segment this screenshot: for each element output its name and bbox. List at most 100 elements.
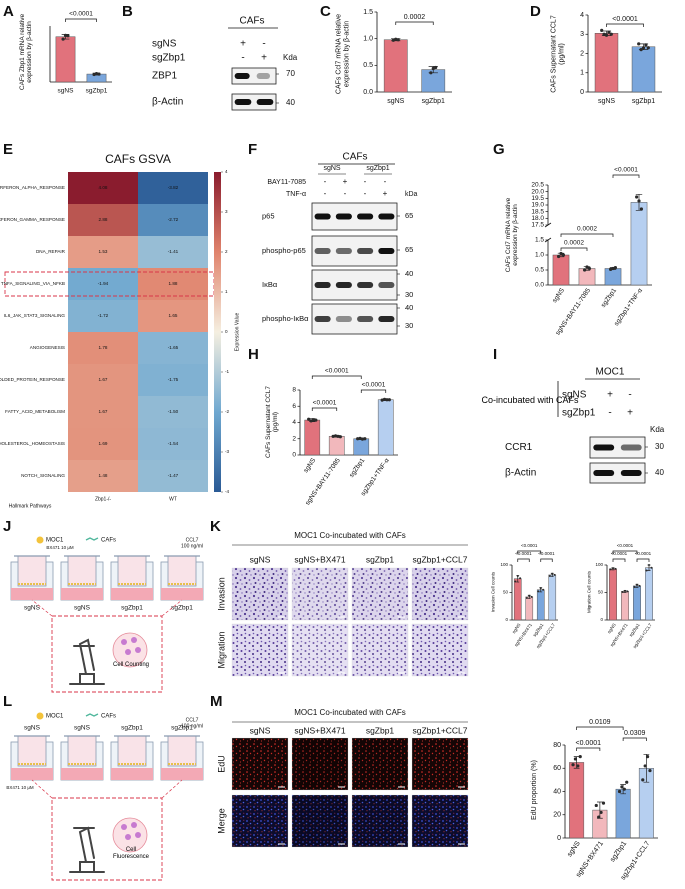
size-marker: 65 (405, 245, 413, 254)
p-value: 0.0002 (564, 240, 584, 247)
bar (55, 36, 76, 83)
size-marker: 65 (405, 211, 413, 220)
blot-band (620, 444, 642, 451)
blot-band (335, 316, 352, 322)
condition-sign: - (364, 177, 367, 186)
p-value: <0.0001 (611, 551, 628, 556)
colorbar-tick-label: 3 (225, 209, 228, 214)
data-point (645, 569, 648, 572)
y-tick-label: 0 (580, 89, 584, 96)
data-point (633, 586, 636, 588)
p-value: <0.0001 (515, 551, 532, 556)
cell-icon (131, 637, 137, 643)
row-label: NOTCH_SIGNALING (21, 473, 65, 478)
treatment-label: BX471 10 μM (6, 785, 34, 790)
condition-sign: - (608, 408, 611, 419)
panel-letter: M (210, 693, 223, 710)
p-value: <0.0001 (362, 382, 386, 389)
unit-label: Kda (650, 425, 665, 434)
data-point (611, 266, 615, 271)
condition-sign: - (241, 53, 244, 64)
p-value: <0.0001 (635, 551, 652, 556)
panel-letter: G (493, 141, 505, 158)
data-point (614, 567, 617, 570)
row-label: ZBP1 (152, 71, 177, 82)
cell-label: 1.88 (169, 281, 178, 286)
data-point (648, 768, 652, 773)
size-marker: 30 (405, 290, 413, 299)
well-label: sgZbp1 (171, 605, 193, 612)
condition-sign: + (607, 390, 613, 401)
data-point (576, 764, 580, 768)
bar (621, 591, 629, 621)
row-label: phospho-IκBα (262, 314, 309, 323)
insert (167, 555, 197, 587)
bar (377, 399, 394, 456)
data-point (331, 434, 335, 438)
y-tick-label: 0 (505, 617, 508, 622)
cell-label: -1.94 (98, 281, 109, 286)
blot-header: CAFs (343, 152, 368, 163)
legend-label: MOC1 (46, 714, 64, 720)
y-tick-label: 80 (553, 742, 561, 749)
data-point (516, 575, 519, 577)
panel-letter: D (530, 3, 541, 20)
x-tick-label: sgZbp1 (422, 98, 445, 105)
cell-label: -1.41 (168, 249, 179, 254)
x-tick-label: sgZbp1+TNF-α (613, 287, 644, 327)
y-tick-label: 0.5 (363, 62, 373, 69)
data-point (626, 590, 629, 593)
row-label: EdU (216, 755, 226, 773)
significance-bracket (612, 550, 638, 554)
data-point (645, 755, 650, 759)
x-tick-label: sgZbp1 (609, 840, 628, 863)
treatment-label: CCL7 (186, 717, 199, 723)
treatment-label: CCL7 (186, 537, 199, 543)
significance-bracket (360, 389, 387, 393)
data-point (553, 573, 556, 576)
blot-band (593, 470, 615, 476)
data-point (311, 418, 316, 422)
well-medium (161, 768, 203, 780)
data-point (601, 801, 606, 805)
column-label: sgNS+BX471 (294, 725, 346, 735)
well-label: sgNS (74, 725, 91, 732)
micrograph-title: MOC1 Co-incubated with CAFs (294, 531, 406, 540)
y-tick-label: 2 (292, 435, 296, 442)
condition-sign: + (261, 53, 267, 64)
y-tick-label: 2 (580, 50, 584, 57)
condition-label: TNF-α (286, 191, 306, 198)
colorbar-tick-label: 4 (225, 169, 228, 174)
column-label: WT (169, 496, 177, 502)
readout-label: Cell Counting (112, 662, 150, 668)
heatmap-cell (68, 172, 138, 204)
p-value: <0.0001 (538, 551, 555, 556)
p-value: <0.0001 (69, 11, 93, 18)
data-point (358, 436, 362, 440)
data-point (382, 397, 387, 401)
blot-band (234, 99, 252, 105)
data-point (585, 265, 589, 269)
cell-label: 1.67 (99, 377, 108, 382)
micrograph (291, 794, 349, 848)
blot-frame (231, 67, 277, 85)
blot-band (256, 99, 274, 105)
y-tick-label: 100 (595, 562, 603, 567)
y-tick-label: 1.0 (535, 252, 544, 259)
connector (31, 779, 53, 799)
colorbar-tick-label: -3 (225, 449, 230, 454)
bar (536, 589, 545, 621)
data-point (525, 597, 528, 599)
blot-band (256, 73, 271, 79)
y-tick-label: 8 (292, 387, 296, 394)
data-point (557, 254, 561, 259)
data-point (650, 566, 653, 569)
data-point (396, 38, 400, 42)
y-tick-label: 60 (553, 765, 561, 772)
p-value: 0.0002 (577, 226, 597, 233)
row-label: IκBα (262, 280, 278, 289)
blot-band (357, 213, 374, 220)
heatmap-cell (68, 236, 138, 268)
y-tick-label: 4 (580, 12, 584, 19)
row-label: p65 (262, 211, 275, 220)
